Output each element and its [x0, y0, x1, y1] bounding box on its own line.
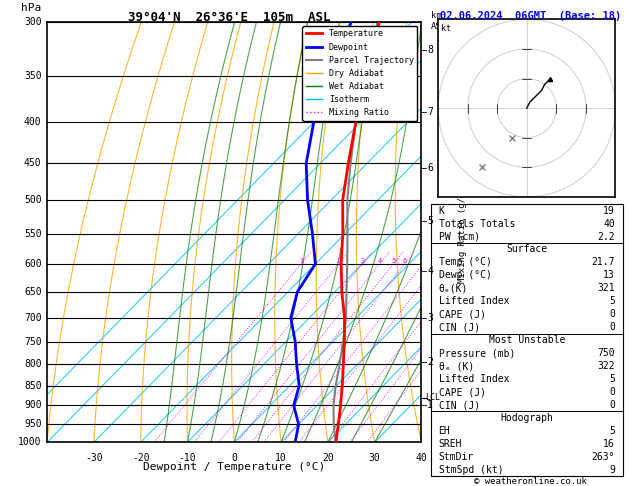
Text: StmSpd (kt): StmSpd (kt) — [438, 465, 503, 475]
Text: -30: -30 — [85, 453, 103, 463]
Text: kt: kt — [441, 24, 451, 33]
Text: 750: 750 — [598, 348, 615, 358]
Text: -20: -20 — [132, 453, 150, 463]
Text: 550: 550 — [24, 228, 42, 239]
Text: 600: 600 — [24, 259, 42, 269]
Text: 10: 10 — [276, 453, 287, 463]
Text: 2: 2 — [427, 357, 433, 367]
Text: Surface: Surface — [506, 244, 547, 255]
Text: 7: 7 — [427, 107, 433, 117]
Text: 0: 0 — [231, 453, 237, 463]
Text: 5: 5 — [427, 216, 433, 226]
Text: 500: 500 — [24, 195, 42, 205]
Text: 700: 700 — [24, 312, 42, 323]
Text: LCL: LCL — [425, 393, 440, 402]
X-axis label: Dewpoint / Temperature (°C): Dewpoint / Temperature (°C) — [143, 462, 325, 472]
Text: 13: 13 — [603, 270, 615, 280]
Text: 400: 400 — [24, 117, 42, 127]
Text: 950: 950 — [24, 419, 42, 429]
Text: 850: 850 — [24, 381, 42, 391]
Text: © weatheronline.co.uk: © weatheronline.co.uk — [474, 477, 587, 486]
Text: EH: EH — [438, 426, 450, 436]
Text: Hodograph: Hodograph — [500, 413, 554, 423]
Text: 21.7: 21.7 — [591, 258, 615, 267]
Text: 6: 6 — [427, 163, 433, 173]
Text: 19: 19 — [603, 206, 615, 216]
Text: CIN (J): CIN (J) — [438, 322, 480, 332]
Text: 39°04'N  26°36'E  105m  ASL: 39°04'N 26°36'E 105m ASL — [128, 11, 331, 24]
Text: -10: -10 — [179, 453, 196, 463]
Text: 40: 40 — [416, 453, 427, 463]
Text: Lifted Index: Lifted Index — [438, 374, 509, 384]
Text: Most Unstable: Most Unstable — [489, 335, 565, 345]
Text: 322: 322 — [598, 361, 615, 371]
Text: 0: 0 — [609, 322, 615, 332]
Text: 9: 9 — [609, 465, 615, 475]
Text: 40: 40 — [603, 219, 615, 228]
Text: K: K — [438, 206, 445, 216]
Text: 300: 300 — [24, 17, 42, 27]
Text: 0: 0 — [609, 387, 615, 397]
Text: 4: 4 — [427, 266, 433, 276]
Text: 650: 650 — [24, 287, 42, 297]
Legend: Temperature, Dewpoint, Parcel Trajectory, Dry Adiabat, Wet Adiabat, Isotherm, Mi: Temperature, Dewpoint, Parcel Trajectory… — [303, 26, 417, 121]
Text: PW (cm): PW (cm) — [438, 231, 480, 242]
Text: CIN (J): CIN (J) — [438, 400, 480, 410]
Text: 30: 30 — [369, 453, 381, 463]
Text: 750: 750 — [24, 337, 42, 347]
Text: θₑ (K): θₑ (K) — [438, 361, 474, 371]
Text: hPa: hPa — [21, 3, 42, 14]
Text: CAPE (J): CAPE (J) — [438, 387, 486, 397]
Text: 0: 0 — [609, 400, 615, 410]
Text: 8: 8 — [427, 45, 433, 55]
Text: 900: 900 — [24, 400, 42, 411]
Text: Temp (°C): Temp (°C) — [438, 258, 491, 267]
Text: 16: 16 — [603, 439, 615, 449]
Text: 2: 2 — [337, 258, 341, 264]
Text: 1000: 1000 — [18, 437, 42, 447]
Text: 2.2: 2.2 — [598, 231, 615, 242]
Text: 450: 450 — [24, 158, 42, 169]
Text: Lifted Index: Lifted Index — [438, 296, 509, 306]
Text: 1: 1 — [427, 399, 433, 410]
Text: 5: 5 — [391, 258, 396, 264]
Text: 321: 321 — [598, 283, 615, 294]
Text: 6: 6 — [403, 258, 407, 264]
Text: 350: 350 — [24, 70, 42, 81]
Text: Pressure (mb): Pressure (mb) — [438, 348, 515, 358]
Text: StmDir: StmDir — [438, 452, 474, 462]
Text: 800: 800 — [24, 359, 42, 369]
Text: 5: 5 — [609, 426, 615, 436]
Text: 0: 0 — [609, 309, 615, 319]
Text: θₑ(K): θₑ(K) — [438, 283, 468, 294]
Text: 20: 20 — [322, 453, 334, 463]
Text: km
ASL: km ASL — [431, 11, 447, 31]
Text: SREH: SREH — [438, 439, 462, 449]
Text: 3: 3 — [360, 258, 365, 264]
Text: 263°: 263° — [591, 452, 615, 462]
Text: CAPE (J): CAPE (J) — [438, 309, 486, 319]
Text: 5: 5 — [609, 296, 615, 306]
Text: 4: 4 — [377, 258, 382, 264]
Text: 02.06.2024  06GMT  (Base: 18): 02.06.2024 06GMT (Base: 18) — [440, 11, 621, 21]
Text: 1: 1 — [299, 258, 303, 264]
Text: Mixing Ratio (g/kg): Mixing Ratio (g/kg) — [458, 181, 467, 283]
Text: Dewp (°C): Dewp (°C) — [438, 270, 491, 280]
Text: 3: 3 — [427, 312, 433, 323]
Text: 5: 5 — [609, 374, 615, 384]
Text: Totals Totals: Totals Totals — [438, 219, 515, 228]
